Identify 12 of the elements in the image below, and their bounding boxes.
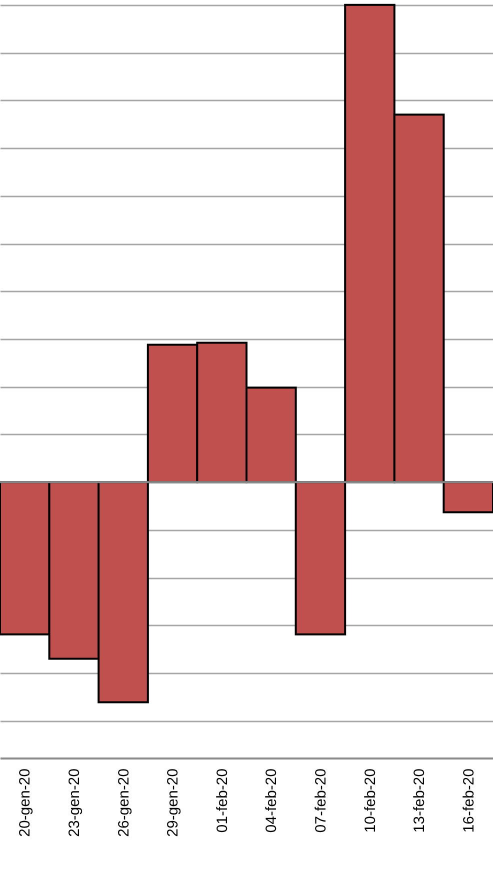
bar xyxy=(294,481,346,636)
x-tick-label: 10-feb-20 xyxy=(362,768,379,833)
x-tick-label: 23-gen-20 xyxy=(66,768,83,837)
bar xyxy=(442,481,493,514)
x-tick-label: 16-feb-20 xyxy=(460,768,478,833)
x-tick-label: 13-feb-20 xyxy=(411,768,428,833)
x-tick-label: 26-gen-20 xyxy=(115,768,132,837)
x-tick-label: 04-feb-20 xyxy=(263,768,280,833)
x-tick-label: 20-gen-20 xyxy=(16,768,34,837)
x-tick-label: 29-gen-20 xyxy=(164,768,182,837)
x-tick-label: 01-feb-20 xyxy=(214,768,231,833)
x-tick-label: 07-feb-20 xyxy=(312,768,330,833)
